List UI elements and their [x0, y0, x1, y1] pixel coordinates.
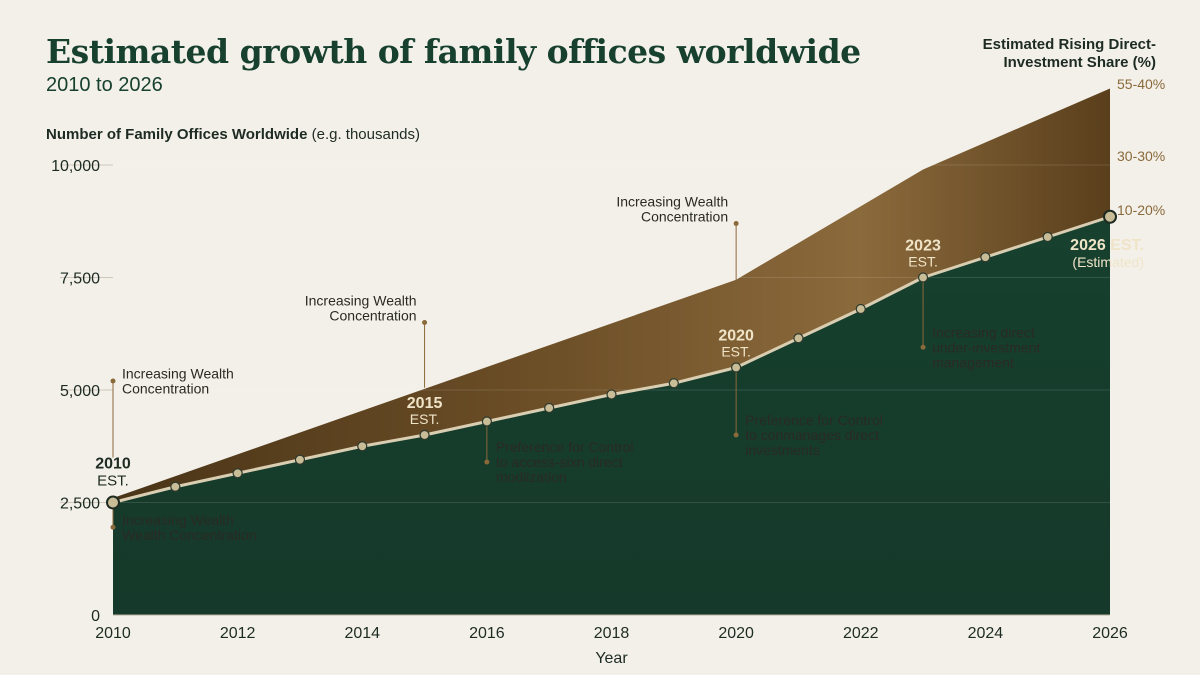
data-point	[855, 303, 866, 315]
annotation-text: Concentration	[329, 308, 416, 324]
annotation-text: Wealth Concentration	[122, 527, 256, 543]
milestone-sub-label: (Estimated)	[1072, 254, 1144, 270]
data-point	[106, 495, 120, 510]
right-axis-label: 55-40%	[1117, 76, 1165, 92]
milestone-sub-label: EST.	[908, 254, 938, 270]
right-axis-title: Estimated Rising Direct-Investment Share…	[982, 36, 1156, 71]
x-tick-label: 2022	[843, 625, 879, 642]
data-point	[294, 454, 306, 465]
milestone-sub-label: EST.	[410, 411, 440, 427]
annotation-dot	[733, 432, 739, 438]
data-point	[668, 378, 679, 389]
data-point	[170, 481, 181, 492]
annotation-dot	[920, 344, 926, 350]
annotation-text: Preference for Control	[496, 439, 634, 455]
x-tick-label: 2026	[1092, 625, 1128, 642]
annotation-text: Concentration	[122, 381, 209, 397]
x-tick-label: 2010	[95, 625, 131, 642]
y-tick-label: 7,500	[60, 271, 100, 288]
annotation-dot	[733, 221, 739, 226]
x-tick-label: 2024	[968, 625, 1004, 642]
data-point	[1042, 231, 1053, 243]
chart-title: Estimated growth of family offices world…	[46, 32, 861, 71]
x-axis-label: Year	[595, 650, 628, 667]
y-axis-title-main: Number of Family Offices Worldwide	[46, 126, 308, 143]
milestone-sub-label: EST.	[97, 473, 129, 490]
x-tick-label: 2014	[344, 625, 380, 642]
annotation-text: to access-sixn direct	[496, 454, 623, 470]
annotation-dot	[110, 378, 116, 384]
y-tick-label: 0	[91, 608, 100, 625]
y-tick-label: 2,500	[60, 496, 100, 513]
annotation-text: under-investment	[932, 339, 1040, 355]
annotation-text: investments	[745, 442, 820, 458]
annotation-text: Increasing Wealth	[122, 366, 234, 382]
family-offices-area	[113, 216, 1110, 615]
milestone-sub-label: EST.	[721, 344, 751, 360]
annotation-dot	[422, 320, 428, 325]
data-point	[980, 252, 991, 263]
x-tick-label: 2012	[220, 625, 256, 642]
milestone-year-label: 2023	[905, 238, 941, 255]
right-axis-label: 10-20%	[1117, 202, 1165, 218]
milestone-year-label: 2026 EST.	[1070, 237, 1144, 254]
annotation-text: modiization	[496, 469, 567, 485]
x-tick-label: 2018	[594, 625, 630, 642]
data-point	[1103, 209, 1117, 224]
annotation-dot	[484, 459, 490, 465]
data-point	[481, 416, 492, 427]
annotation-dot	[110, 524, 116, 530]
annotation-text: Increasing direct	[932, 324, 1035, 340]
annotation-text: Increasing Wealth	[122, 512, 234, 528]
data-point	[606, 389, 617, 400]
data-point	[793, 333, 804, 344]
y-tick-label: 10,000	[51, 158, 100, 175]
data-point	[419, 429, 430, 441]
milestone-year-label: 2020	[718, 328, 754, 345]
y-tick-label: 5,000	[60, 383, 100, 400]
data-point	[357, 441, 368, 452]
data-point	[232, 468, 243, 479]
y-axis-title-unit: (e.g. thousands)	[307, 126, 421, 143]
data-point	[731, 362, 742, 373]
milestone-year-label: 2010	[95, 456, 131, 473]
y-axis-title: Number of Family Offices Worldwide (e.g.…	[46, 126, 420, 143]
right-axis-label: 30-30%	[1117, 148, 1165, 164]
annotation-text: to conmanages direct	[745, 427, 879, 443]
data-point	[917, 272, 929, 283]
annotation-text: management	[932, 354, 1014, 370]
chart-subtitle: 2010 to 2026	[46, 74, 163, 96]
annotation-text: Increasing Wealth	[616, 194, 728, 210]
x-tick-label: 2020	[718, 625, 754, 642]
annotation-text: Increasing Wealth	[305, 293, 417, 309]
x-tick-label: 2016	[469, 625, 505, 642]
milestone-year-label: 2015	[407, 395, 443, 412]
data-point	[544, 402, 555, 414]
annotation-text: Concentration	[641, 209, 728, 225]
annotation-text: Preference for Control	[745, 412, 883, 428]
